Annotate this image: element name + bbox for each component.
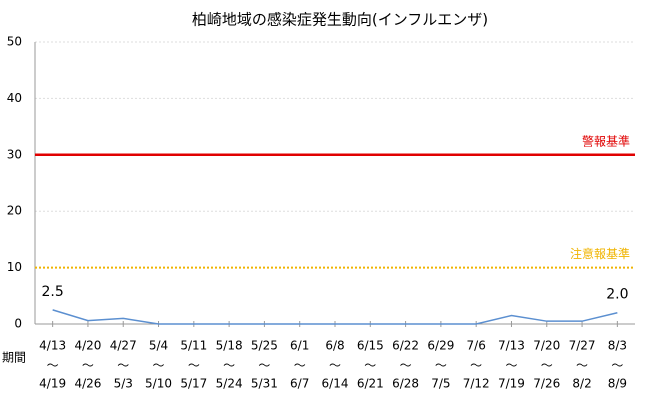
x-tick-label: 4/19 xyxy=(39,377,66,391)
x-tick-label: 5/24 xyxy=(216,377,243,391)
x-axis-label: 期間 xyxy=(2,351,26,365)
x-separator: 〜 xyxy=(435,359,447,373)
x-tick-label: 5/11 xyxy=(180,339,207,353)
y-tick-label: 40 xyxy=(7,91,22,105)
x-tick-label: 6/8 xyxy=(325,339,344,353)
x-tick-label: 6/28 xyxy=(392,377,419,391)
x-tick-label: 6/7 xyxy=(290,377,309,391)
x-tick-label: 7/19 xyxy=(498,377,525,391)
x-tick-label: 4/27 xyxy=(110,339,137,353)
x-separator: 〜 xyxy=(364,359,376,373)
x-separator: 〜 xyxy=(117,359,129,373)
x-tick-label: 7/13 xyxy=(498,339,525,353)
y-tick-label: 20 xyxy=(7,204,22,218)
x-tick-label: 6/15 xyxy=(357,339,384,353)
x-separator: 〜 xyxy=(329,359,341,373)
x-tick-label: 4/13 xyxy=(39,339,66,353)
x-separator: 〜 xyxy=(294,359,306,373)
x-tick-label: 5/31 xyxy=(251,377,278,391)
x-tick-label: 6/29 xyxy=(427,339,454,353)
reference-label: 注意報基準 xyxy=(570,246,630,261)
x-separator: 〜 xyxy=(258,359,270,373)
x-separator: 〜 xyxy=(400,359,412,373)
data-label: 2.0 xyxy=(606,287,628,303)
x-tick-label: 7/12 xyxy=(463,377,490,391)
x-tick-label: 8/3 xyxy=(608,339,627,353)
x-separator: 〜 xyxy=(470,359,482,373)
x-tick-label: 7/5 xyxy=(431,377,450,391)
x-tick-label: 8/9 xyxy=(608,377,627,391)
x-tick-label: 8/2 xyxy=(572,377,591,391)
x-separator: 〜 xyxy=(223,359,235,373)
y-tick-label: 50 xyxy=(7,35,22,49)
x-separator: 〜 xyxy=(47,359,59,373)
reference-label: 警報基準 xyxy=(582,133,630,148)
line xyxy=(52,309,618,325)
x-tick-label: 7/26 xyxy=(533,377,560,391)
x-tick-label: 5/25 xyxy=(251,339,278,353)
x-separator: 〜 xyxy=(153,359,165,373)
x-tick-label: 6/21 xyxy=(357,377,384,391)
x-tick-label: 7/27 xyxy=(569,339,596,353)
x-tick-label: 6/1 xyxy=(290,339,309,353)
chart-title: 柏崎地域の感染症発生動向(インフルエンザ) xyxy=(192,11,488,29)
x-separator: 〜 xyxy=(188,359,200,373)
x-separator: 〜 xyxy=(541,359,553,373)
x-tick-label: 6/14 xyxy=(322,377,349,391)
x-tick-label: 7/6 xyxy=(467,339,486,353)
x-separator: 〜 xyxy=(611,359,623,373)
x-separator: 〜 xyxy=(505,359,517,373)
x-tick-label: 7/20 xyxy=(533,339,560,353)
x-tick-label: 4/26 xyxy=(74,377,101,391)
y-tick-label: 30 xyxy=(7,147,22,161)
y-tick-label: 0 xyxy=(14,317,22,331)
x-separator: 〜 xyxy=(576,359,588,373)
x-tick-label: 5/3 xyxy=(114,377,133,391)
x-tick-label: 5/4 xyxy=(149,339,168,353)
y-tick-label: 10 xyxy=(7,260,22,274)
data-label: 2.5 xyxy=(42,284,64,300)
x-separator: 〜 xyxy=(82,359,94,373)
x-tick-label: 6/22 xyxy=(392,339,419,353)
x-tick-label: 5/10 xyxy=(145,377,172,391)
x-tick-label: 5/18 xyxy=(216,339,243,353)
x-tick-label: 5/17 xyxy=(180,377,207,391)
x-tick-label: 4/20 xyxy=(74,339,101,353)
